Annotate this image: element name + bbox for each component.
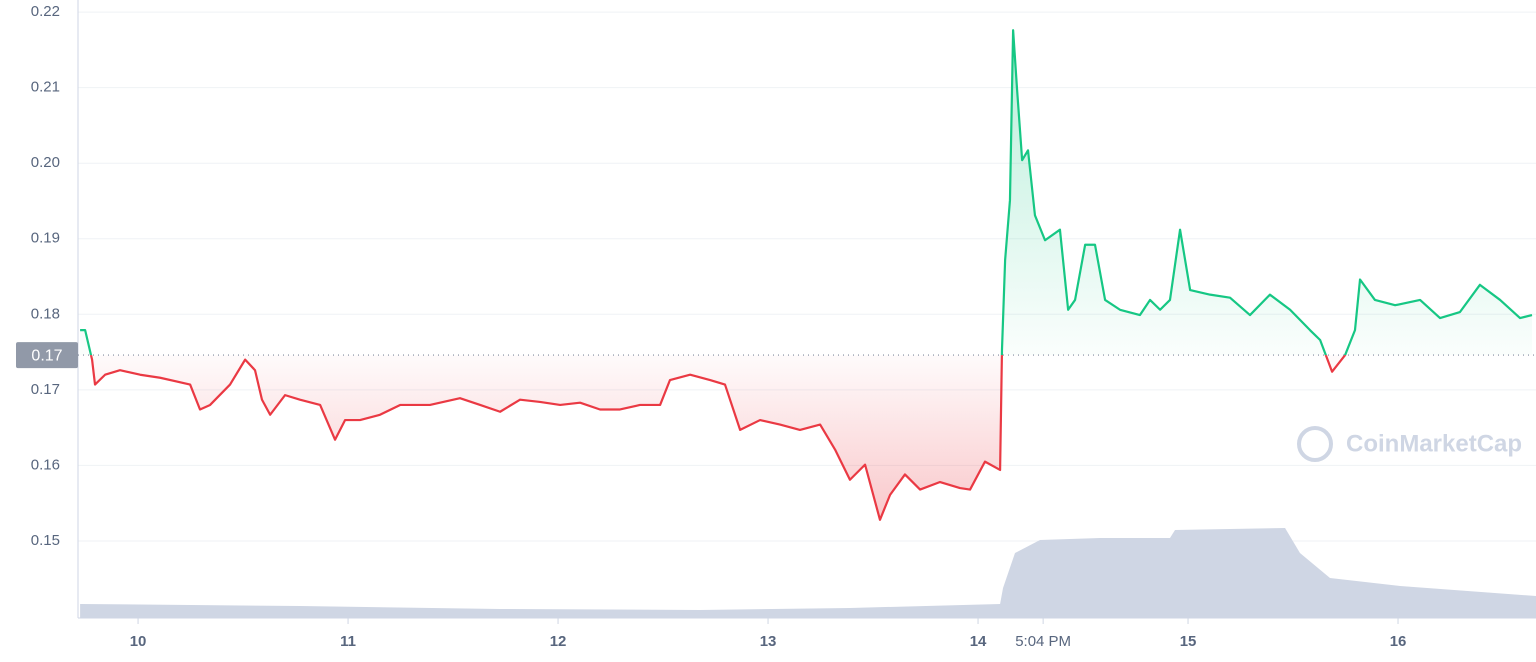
watermark-logo [1297, 426, 1333, 462]
x-tick-label: 11 [340, 633, 356, 650]
y-tick-label: 0.15 [31, 532, 60, 549]
x-tick-label: 16 [1390, 633, 1407, 650]
price-line-up [80, 29, 1533, 356]
volume-area [80, 528, 1536, 618]
x-tick-label: 14 [970, 633, 987, 650]
y-tick-label: 0.20 [31, 154, 60, 171]
price-line-down [89, 355, 1347, 521]
y-tick-label: 0.21 [31, 79, 60, 96]
y-tick-label: 0.18 [31, 305, 60, 322]
y-tick-label: 0.22 [31, 3, 60, 20]
x-tick-label: 10 [130, 633, 147, 650]
area-down [80, 355, 1533, 520]
y-tick-label: 0.16 [31, 456, 60, 473]
reference-label: 0.17 [31, 347, 62, 364]
area-up [80, 30, 1533, 356]
x-tick-label: 12 [550, 633, 567, 650]
y-tick-label: 0.19 [31, 230, 60, 247]
y-tick-label: 0.17 [31, 381, 60, 398]
x-tick-label: 5:04 PM [1015, 633, 1071, 650]
x-tick-label: 13 [760, 633, 777, 650]
x-tick-label: 15 [1180, 633, 1197, 650]
reference-label-box [16, 342, 78, 369]
watermark: CoinMarketCap [1346, 430, 1522, 457]
